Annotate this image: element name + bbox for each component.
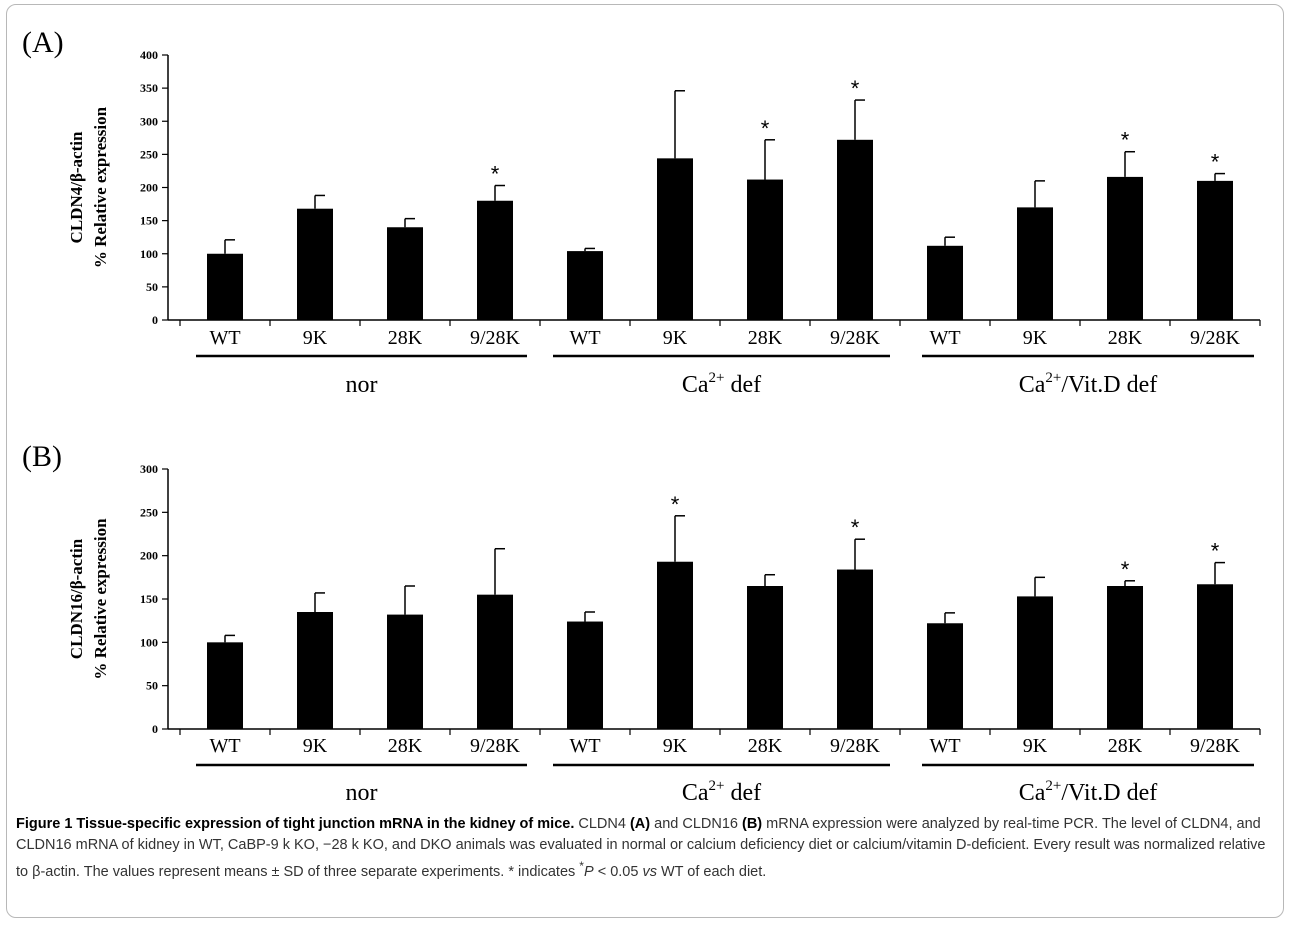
panel-b-significance-star: * <box>1121 557 1130 582</box>
panel-b-ytick-label: 250 <box>140 505 158 519</box>
panel-a-bar <box>837 139 873 320</box>
panel-a-bar <box>657 158 693 320</box>
panel-a-ytick-label: 250 <box>140 147 158 161</box>
panel-a-category-label: WT <box>569 327 600 349</box>
panel-a-ytick-label: 50 <box>146 280 158 294</box>
panel-b-ytick-label: 300 <box>140 462 158 476</box>
panel-a-category-label: 9K <box>663 327 688 349</box>
panel-b-ytick-label: 0 <box>152 722 158 736</box>
panel-a-bar <box>927 245 963 320</box>
figure-frame <box>6 4 1284 918</box>
panel-a-ytick-label: 300 <box>140 114 158 128</box>
caption-text-3: mRNA expression were analyzed by real-ti… <box>16 816 1266 880</box>
caption-p: P <box>584 863 594 880</box>
panel-a-label: (A) <box>22 26 64 59</box>
panel-b-category-label: WT <box>209 735 240 757</box>
panel-a-significance-star: * <box>1211 150 1220 175</box>
caption-text-2: and CLDN16 <box>650 816 742 832</box>
panel-b-bar <box>477 594 513 729</box>
panel-a-ylabel-line1: CLDN4/β-actin <box>67 131 86 243</box>
panel-a-bar <box>567 251 603 320</box>
panel-a-significance-star: * <box>851 76 860 101</box>
panel-b-category-label: 28K <box>1108 735 1143 757</box>
panel-b-category-label: 9/28K <box>1190 735 1241 757</box>
panel-b-label: (B) <box>22 440 62 473</box>
panel-a-significance-star: * <box>761 116 770 141</box>
caption-star: * <box>579 859 584 873</box>
panel-a-category-label: 9/28K <box>830 327 881 349</box>
panel-a-significance-star: * <box>491 162 500 187</box>
panel-a-significance-star: * <box>1121 128 1130 153</box>
panel-b-bar <box>387 614 423 729</box>
panel-b-significance-star: * <box>851 515 860 540</box>
panel-b-significance-star: * <box>1211 539 1220 564</box>
panel-a-category-label: 9/28K <box>1190 327 1241 349</box>
panel-b-bar <box>837 569 873 729</box>
panel-a-bar <box>207 253 243 320</box>
caption-title: Figure 1 Tissue-specific expression of t… <box>16 816 575 832</box>
panel-b-category-label: 9K <box>1023 735 1048 757</box>
panel-a-category-label: 28K <box>1108 327 1143 349</box>
panel-a-ytick-label: 400 <box>140 48 158 62</box>
panel-b-bar <box>207 642 243 729</box>
caption-text-5: WT of each diet. <box>656 863 767 880</box>
panel-a-bar <box>1017 207 1053 320</box>
panel-b-ytick-label: 100 <box>140 635 158 649</box>
panel-b-significance-star: * <box>671 492 680 517</box>
panel-b-category-label: 28K <box>748 735 783 757</box>
panel-a-category-label: 28K <box>388 327 423 349</box>
panel-b-ytick-label: 50 <box>146 679 158 693</box>
caption-vs: vs <box>642 863 657 880</box>
panel-b-category-label: 9K <box>303 735 328 757</box>
panel-b-bar <box>1197 584 1233 729</box>
panel-a-ytick-label: 350 <box>140 81 158 95</box>
panel-a-ytick-label: 200 <box>140 181 158 195</box>
figure-caption: Figure 1 Tissue-specific expression of t… <box>16 814 1278 883</box>
panel-a-ytick-label: 150 <box>140 214 158 228</box>
panel-a-ytick-label: 0 <box>152 313 158 327</box>
panel-b-category-label: WT <box>929 735 960 757</box>
panel-b-ylabel-line2: % Relative expression <box>91 518 110 680</box>
panel-a-bar <box>477 200 513 320</box>
panel-b-bar <box>567 621 603 729</box>
caption-panel-a: (A) <box>629 816 651 832</box>
panel-a-category-label: 9K <box>303 327 328 349</box>
panel-a-bar <box>297 208 333 320</box>
panel-b-category-label: 9/28K <box>830 735 881 757</box>
panel-b-bar <box>747 586 783 729</box>
panel-b-group-label: nor <box>346 780 378 806</box>
panel-b-category-label: 28K <box>388 735 423 757</box>
caption-text-1: CLDN4 <box>574 816 630 832</box>
panel-a-bar <box>387 227 423 320</box>
panel-b-bar <box>297 612 333 729</box>
panel-a-bar <box>747 179 783 320</box>
panel-b-group-label: Ca2+ def <box>682 778 761 806</box>
panel-b-ytick-label: 150 <box>140 592 158 606</box>
caption-panel-b: (B) <box>742 816 763 832</box>
panel-b-bar <box>1107 586 1143 729</box>
panel-a-group-label: Ca2+ def <box>682 370 761 398</box>
panel-b-ylabel-line1: CLDN16/β-actin <box>67 538 86 659</box>
panel-a-ylabel-line2: % Relative expression <box>91 106 110 268</box>
figure-svg: (A) CLDN4/β-actin % Relative expression 0 50… <box>22 26 1261 806</box>
panel-b-bar <box>657 561 693 729</box>
panel-b-category-label: 9/28K <box>470 735 521 757</box>
panel-a-category-label: 9/28K <box>470 327 521 349</box>
panel-a-category-label: WT <box>209 327 240 349</box>
panel-a-bar <box>1107 176 1143 320</box>
panel-b-group-label: Ca2+/Vit.D def <box>1019 778 1158 806</box>
panel-a-category-label: 28K <box>748 327 783 349</box>
panel-a-group-label: Ca2+/Vit.D def <box>1019 370 1158 398</box>
panel-a-ytick-label: 100 <box>140 247 158 261</box>
panel-b-category-label: 9K <box>663 735 688 757</box>
panel-a-category-label: WT <box>929 327 960 349</box>
panel-a-bar <box>1197 180 1233 320</box>
caption-text-4: < 0.05 <box>593 863 643 880</box>
panel-b-bar <box>927 623 963 729</box>
panel-b-bar <box>1017 596 1053 729</box>
panel-b-ytick-label: 200 <box>140 549 158 563</box>
panel-a-category-label: 9K <box>1023 327 1048 349</box>
panel-a-group-label: nor <box>346 372 378 398</box>
panel-b-category-label: WT <box>569 735 600 757</box>
